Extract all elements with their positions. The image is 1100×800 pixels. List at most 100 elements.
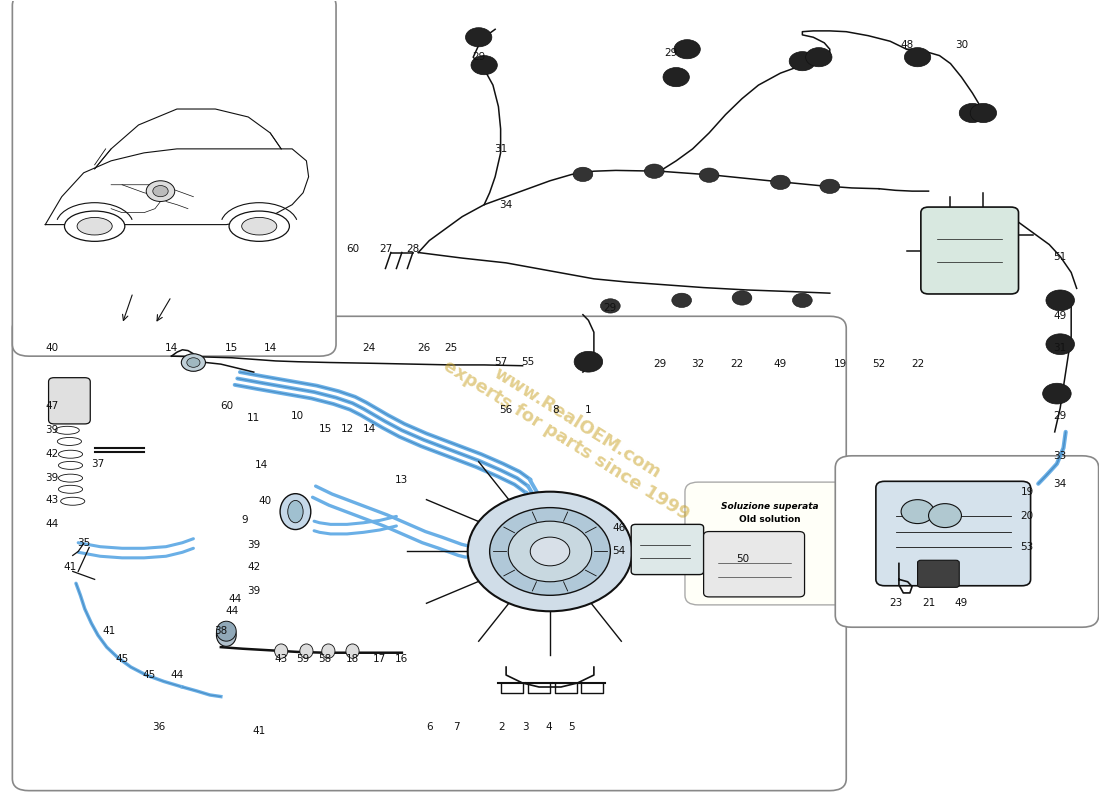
Text: 17: 17: [373, 654, 386, 664]
Text: 41: 41: [253, 726, 266, 736]
Text: 26: 26: [417, 343, 430, 353]
Text: 59: 59: [297, 654, 310, 664]
Text: 5: 5: [569, 722, 575, 732]
Text: 8: 8: [552, 406, 559, 415]
Text: 24: 24: [362, 343, 375, 353]
Text: 52: 52: [872, 359, 886, 369]
Text: 40: 40: [258, 496, 272, 506]
Text: 14: 14: [362, 425, 375, 434]
Circle shape: [674, 40, 701, 58]
Text: 25: 25: [444, 343, 458, 353]
Circle shape: [928, 504, 961, 527]
Text: 10: 10: [292, 411, 305, 421]
FancyBboxPatch shape: [320, 0, 1100, 476]
Text: 39: 39: [248, 586, 261, 596]
Text: 58: 58: [318, 654, 332, 664]
Text: 14: 14: [165, 343, 178, 353]
Ellipse shape: [58, 474, 82, 482]
FancyBboxPatch shape: [12, 0, 336, 356]
Text: 43: 43: [275, 654, 288, 664]
Ellipse shape: [242, 218, 277, 235]
Text: 53: 53: [1021, 542, 1034, 553]
Circle shape: [663, 67, 690, 86]
Text: 60: 60: [345, 243, 359, 254]
Text: 14: 14: [255, 460, 268, 470]
Text: 39: 39: [248, 540, 261, 550]
Text: 2: 2: [498, 722, 505, 732]
Text: 42: 42: [45, 450, 58, 459]
Text: 30: 30: [955, 40, 968, 50]
FancyBboxPatch shape: [48, 378, 90, 424]
Text: 29: 29: [1054, 411, 1067, 421]
Ellipse shape: [60, 498, 85, 506]
Circle shape: [770, 175, 790, 190]
Circle shape: [182, 354, 206, 371]
Circle shape: [672, 293, 692, 307]
Text: 45: 45: [116, 654, 129, 664]
Text: 43: 43: [45, 494, 58, 505]
Text: 42: 42: [248, 562, 261, 573]
Text: 27: 27: [378, 243, 392, 254]
Circle shape: [733, 290, 752, 305]
Text: 49: 49: [773, 359, 786, 369]
Text: 57: 57: [494, 357, 507, 366]
Text: 14: 14: [264, 343, 277, 353]
Text: 19: 19: [1021, 486, 1034, 497]
Text: 15: 15: [318, 425, 332, 434]
Text: 49: 49: [955, 598, 968, 608]
Ellipse shape: [300, 644, 313, 658]
Ellipse shape: [217, 622, 236, 641]
Text: 51: 51: [1054, 251, 1067, 262]
Text: 55: 55: [521, 357, 535, 366]
Circle shape: [153, 186, 168, 197]
Ellipse shape: [217, 624, 236, 646]
Circle shape: [601, 298, 620, 313]
Text: 34: 34: [499, 200, 513, 210]
Ellipse shape: [57, 438, 81, 446]
Text: 23: 23: [889, 598, 902, 608]
FancyBboxPatch shape: [704, 531, 804, 597]
Text: 31: 31: [1054, 343, 1067, 353]
Text: 21: 21: [922, 598, 935, 608]
Text: 11: 11: [248, 413, 261, 422]
Circle shape: [1046, 334, 1075, 354]
Text: 41: 41: [64, 562, 77, 573]
Circle shape: [645, 164, 664, 178]
Text: 39: 39: [45, 473, 58, 483]
Text: 49: 49: [1054, 311, 1067, 322]
Text: 16: 16: [395, 654, 408, 664]
Ellipse shape: [58, 462, 82, 470]
FancyBboxPatch shape: [631, 524, 704, 574]
Circle shape: [573, 167, 593, 182]
Text: 9: 9: [242, 514, 249, 525]
Text: 56: 56: [499, 406, 513, 415]
Ellipse shape: [288, 501, 304, 522]
Text: 13: 13: [395, 474, 408, 485]
Circle shape: [146, 181, 175, 202]
Circle shape: [805, 48, 832, 66]
Circle shape: [508, 521, 592, 582]
Text: 37: 37: [91, 458, 104, 469]
Text: 4: 4: [546, 722, 552, 732]
Text: 36: 36: [152, 722, 165, 732]
Circle shape: [959, 103, 986, 122]
Text: 33: 33: [1054, 451, 1067, 461]
Text: 29: 29: [664, 48, 678, 58]
Circle shape: [187, 358, 200, 367]
Text: 28: 28: [406, 243, 419, 254]
Circle shape: [574, 351, 603, 372]
Text: Soluzione superata: Soluzione superata: [720, 502, 818, 511]
Circle shape: [792, 293, 812, 307]
Circle shape: [471, 55, 497, 74]
Ellipse shape: [58, 486, 82, 494]
Text: 3: 3: [522, 722, 529, 732]
Text: 45: 45: [143, 670, 156, 680]
Text: 32: 32: [692, 359, 705, 369]
Circle shape: [465, 28, 492, 47]
Circle shape: [904, 48, 931, 66]
Text: 50: 50: [737, 554, 750, 565]
FancyBboxPatch shape: [921, 207, 1019, 294]
Ellipse shape: [55, 426, 79, 434]
Circle shape: [700, 168, 719, 182]
Ellipse shape: [322, 644, 334, 658]
